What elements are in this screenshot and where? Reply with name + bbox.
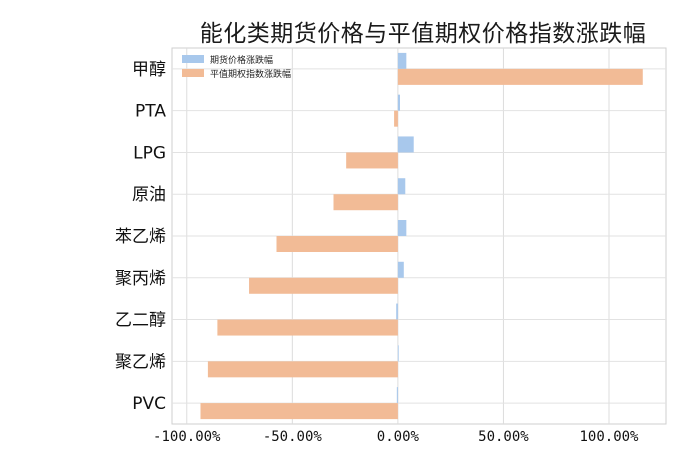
category-label-8: PVC	[132, 394, 166, 414]
bar-futures-0	[397, 52, 407, 69]
bar-option-7	[207, 361, 398, 378]
category-label-0: 甲醇	[132, 60, 166, 80]
bar-option-8	[200, 403, 398, 420]
bar-option-5	[249, 277, 398, 294]
bar-option-3	[333, 194, 398, 211]
bar-option-2	[346, 152, 398, 169]
x-tick-label-3: 50.00%	[478, 429, 529, 445]
legend-swatch-0	[182, 55, 204, 63]
legend-label-1: 平值期权指数涨跌幅	[210, 68, 291, 80]
category-label-1: PTA	[135, 102, 166, 122]
category-label-6: 乙二醇	[115, 311, 166, 331]
category-label-2: LPG	[133, 143, 166, 163]
bar-futures-8	[396, 387, 398, 404]
bar-option-1	[394, 110, 398, 127]
bar-futures-3	[397, 178, 406, 195]
bar-futures-2	[397, 136, 414, 153]
bar-futures-6	[396, 303, 398, 320]
bar-option-4	[276, 236, 398, 252]
legend-swatch-1	[182, 69, 204, 77]
bar-futures-7	[397, 345, 399, 362]
category-label-4: 苯乙烯	[115, 227, 166, 247]
category-label-5: 聚丙烯	[115, 269, 166, 289]
chart-title: 能化类期货价格与平值期权价格指数涨跌幅	[199, 21, 647, 47]
bar-futures-4	[397, 220, 407, 236]
category-label-7: 聚乙烯	[115, 352, 166, 372]
legend-label-0: 期货价格涨跌幅	[210, 54, 273, 66]
bar-option-6	[217, 319, 398, 336]
x-tick-label-4: 100.00%	[579, 429, 639, 445]
bar-option-0	[397, 68, 643, 85]
x-tick-label-0: -100.00%	[153, 429, 221, 445]
x-tick-label-2: 0.00%	[377, 429, 420, 445]
category-label-3: 原油	[132, 185, 166, 205]
x-tick-label-1: -50.00%	[263, 429, 323, 445]
bar-futures-1	[397, 94, 400, 111]
bar-futures-5	[397, 261, 404, 278]
